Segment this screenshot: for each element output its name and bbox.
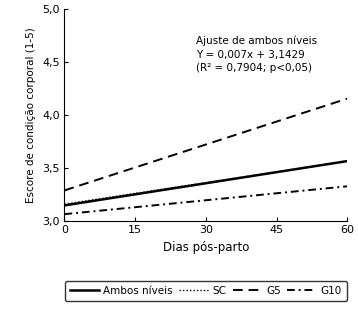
Y-axis label: Escore de condição corporal (1-5): Escore de condição corporal (1-5) [26,27,37,203]
X-axis label: Dias pós-parto: Dias pós-parto [163,241,249,254]
Legend: Ambos níveis, SC, G5, G10: Ambos níveis, SC, G5, G10 [65,281,347,301]
Text: Ajuste de ambos níveis
Y = 0,007x + 3,1429
(R² = 0,7904; p<0,05): Ajuste de ambos níveis Y = 0,007x + 3,14… [197,36,318,73]
